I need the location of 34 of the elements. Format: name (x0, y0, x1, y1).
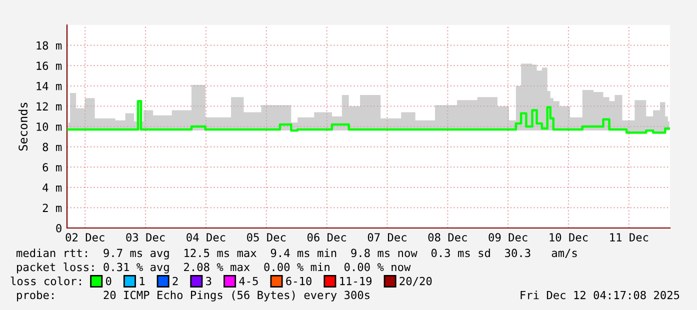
y-axis-title: Seconds (18, 102, 28, 151)
x-tick-label: 08 Dec (428, 233, 467, 242)
text: median rtt: 9.7 ms avg 12.5 ms max 9.4 ms min 9.8 ms now 0.3 ms sd 30.3 am/s (16, 248, 577, 260)
x-tick-label: 09 Dec (488, 233, 528, 242)
y-tick-label: 2 m (42, 204, 62, 212)
text: packet loss: 0.31 % avg 2.08 % max 0.00 % min 0.00 % now (17, 262, 411, 274)
legend-label: 6-10 (286, 276, 312, 286)
text: probe: 20 ICMP Echo Pings (56 Bytes) every 300s (17, 290, 370, 302)
y-tick-label: 4 m (42, 184, 62, 192)
legend-label: 0 (106, 276, 112, 286)
x-tick-label: 11 Dec (610, 233, 648, 242)
legend-label: 2 (172, 276, 178, 286)
y-tick-label: 6 m (42, 163, 62, 172)
legend-label: 4-5 (239, 276, 258, 286)
legend-label: 1 (140, 276, 145, 286)
text: Fri Dec 12 04:17:08 2025 (520, 290, 680, 300)
y-tick-label: 18 m (36, 41, 62, 50)
x-tick-label: 04 Dec (186, 233, 226, 242)
legend-label: 20/20 (400, 276, 432, 286)
y-tick-label: 8 m (42, 142, 62, 152)
x-tick-label: 02 Dec (66, 233, 104, 242)
x-tick-label: 10 Dec (550, 233, 588, 242)
y-tick-label: 0 (56, 224, 62, 232)
x-tick-label: 03 Dec (126, 233, 165, 242)
x-tick-label: 06 Dec (307, 233, 346, 242)
x-tick-label: 05 Dec (247, 233, 286, 242)
legend-title: loss color: (10, 276, 81, 286)
x-tick-label: 07 Dec (368, 233, 406, 242)
y-tick-label: 12 m (36, 102, 62, 110)
y-tick-label: 10 m (36, 122, 62, 131)
legend-label: 11-19 (340, 276, 372, 286)
legend-label: 3 (206, 276, 212, 286)
y-tick-label: 16 m (36, 62, 62, 70)
y-tick-label: 14 m (36, 82, 62, 90)
